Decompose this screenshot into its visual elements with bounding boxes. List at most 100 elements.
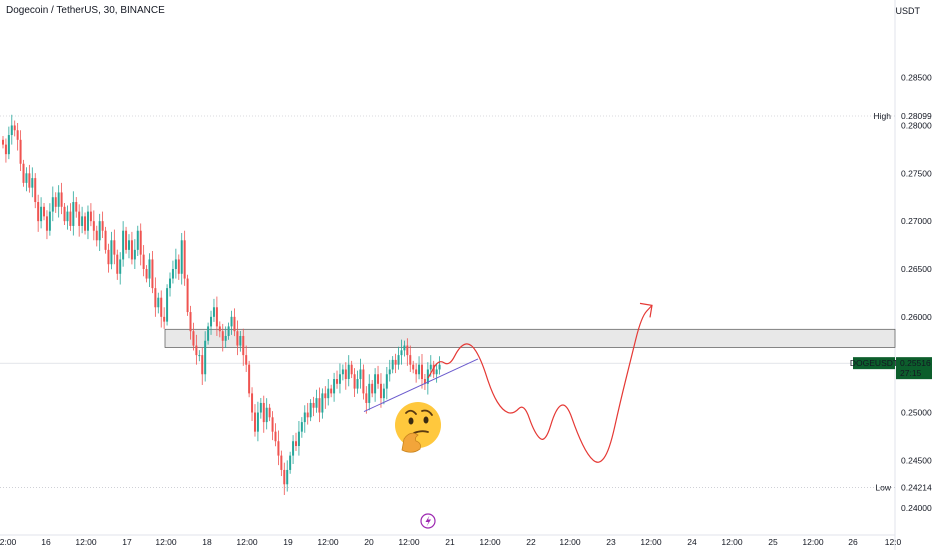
candle-body (204, 340, 207, 375)
candle-body (169, 278, 172, 289)
candle-body (212, 307, 215, 317)
candle-body (359, 369, 362, 380)
candle-body (189, 312, 192, 332)
candle-body (66, 211, 69, 222)
candle-body (365, 393, 368, 403)
candle-body (63, 206, 66, 222)
candle-body (180, 240, 183, 274)
x-tick-label: 25 (768, 537, 778, 547)
candle-body (107, 249, 110, 265)
candle-body (412, 364, 415, 370)
candle-body (274, 431, 277, 442)
candle-body (177, 259, 180, 274)
candle-body (224, 335, 227, 341)
thinking-face-brow-right (421, 409, 433, 416)
candle-body (101, 221, 104, 231)
candle-body (127, 240, 130, 250)
x-tick-label: 18 (202, 537, 212, 547)
candle-body (119, 259, 122, 274)
candle-body (157, 297, 160, 308)
x-tick-label: 12:00 (75, 537, 97, 547)
candle-body (110, 240, 113, 265)
candle-body (221, 331, 224, 341)
y-tick-label: 0.28000 (901, 120, 932, 130)
candle-body (186, 278, 189, 313)
candle-body (350, 364, 353, 375)
candle-body (362, 369, 365, 394)
support-trendline[interactable] (363, 358, 479, 413)
thinking-face-mouth (413, 430, 429, 434)
candle-body (333, 379, 336, 394)
candle-body (57, 192, 60, 207)
y-tick-label: 0.27000 (901, 216, 932, 226)
candle-body (160, 297, 163, 317)
candle-body (25, 173, 28, 183)
candle-body (432, 364, 435, 375)
candle-body (295, 441, 297, 447)
candle-body (382, 388, 385, 399)
candle-body (230, 316, 233, 327)
y-tick-label: 0.24000 (901, 503, 932, 513)
candle-body (251, 393, 254, 413)
candle-body (415, 369, 418, 375)
candle-body (60, 192, 63, 207)
candle-body (400, 350, 403, 356)
candle-body (397, 355, 400, 365)
candle-body (309, 402, 312, 418)
candle-body (201, 355, 204, 375)
x-tick-label: 12:00 (721, 537, 743, 547)
x-tick-label: 12:00 (640, 537, 662, 547)
candle-body (37, 202, 40, 222)
candle-body (418, 364, 421, 375)
thinking-face-eye-left (408, 417, 414, 425)
candle-body (318, 398, 321, 413)
symbol-badge (853, 357, 895, 370)
candle-body (289, 455, 292, 470)
x-tick-label: 12:0 (885, 537, 902, 547)
candle-body (426, 369, 429, 384)
candle-body (303, 412, 306, 423)
projection-path[interactable] (427, 304, 653, 463)
candle-body (151, 259, 154, 289)
candle-body (344, 369, 347, 380)
candle-body (89, 211, 92, 222)
candle-body (292, 441, 295, 456)
candle-body (133, 249, 136, 260)
candle-body (280, 455, 283, 470)
candle-body (271, 417, 274, 432)
candle-body (227, 326, 230, 336)
candle-body (423, 379, 426, 384)
x-tick-label: 24 (687, 537, 697, 547)
candle-body (374, 374, 377, 394)
candle-body (192, 331, 195, 346)
candle-body (377, 374, 380, 384)
x-tick-label: 26 (848, 537, 858, 547)
candle-body (2, 139, 4, 145)
candle-body (218, 326, 221, 332)
candle-body (139, 230, 142, 255)
x-tick-label: 20 (364, 537, 374, 547)
candle-body (166, 288, 169, 322)
y-tick-label: 0.25000 (901, 408, 932, 418)
y-tick-label: 0.28500 (901, 73, 932, 83)
resistance-zone[interactable] (164, 328, 896, 348)
x-tick-label: 17 (122, 537, 132, 547)
x-tick-label: 2:00 (0, 537, 17, 547)
candle-body (81, 216, 84, 226)
candle-body (92, 221, 95, 231)
high-value: 0.28099 (901, 111, 932, 121)
candle-body (207, 326, 210, 341)
candle-body (259, 402, 262, 413)
candle-body (406, 345, 409, 356)
candle-body (48, 211, 51, 231)
price-badge (896, 357, 932, 380)
candle-body (183, 240, 186, 279)
candle-body (321, 393, 324, 413)
thinking-face-brow-left (405, 409, 417, 415)
candle-body (72, 202, 75, 226)
candle-body (347, 364, 350, 380)
candle-body (403, 345, 406, 351)
candle-body (394, 359, 397, 365)
candle-body (98, 221, 101, 241)
